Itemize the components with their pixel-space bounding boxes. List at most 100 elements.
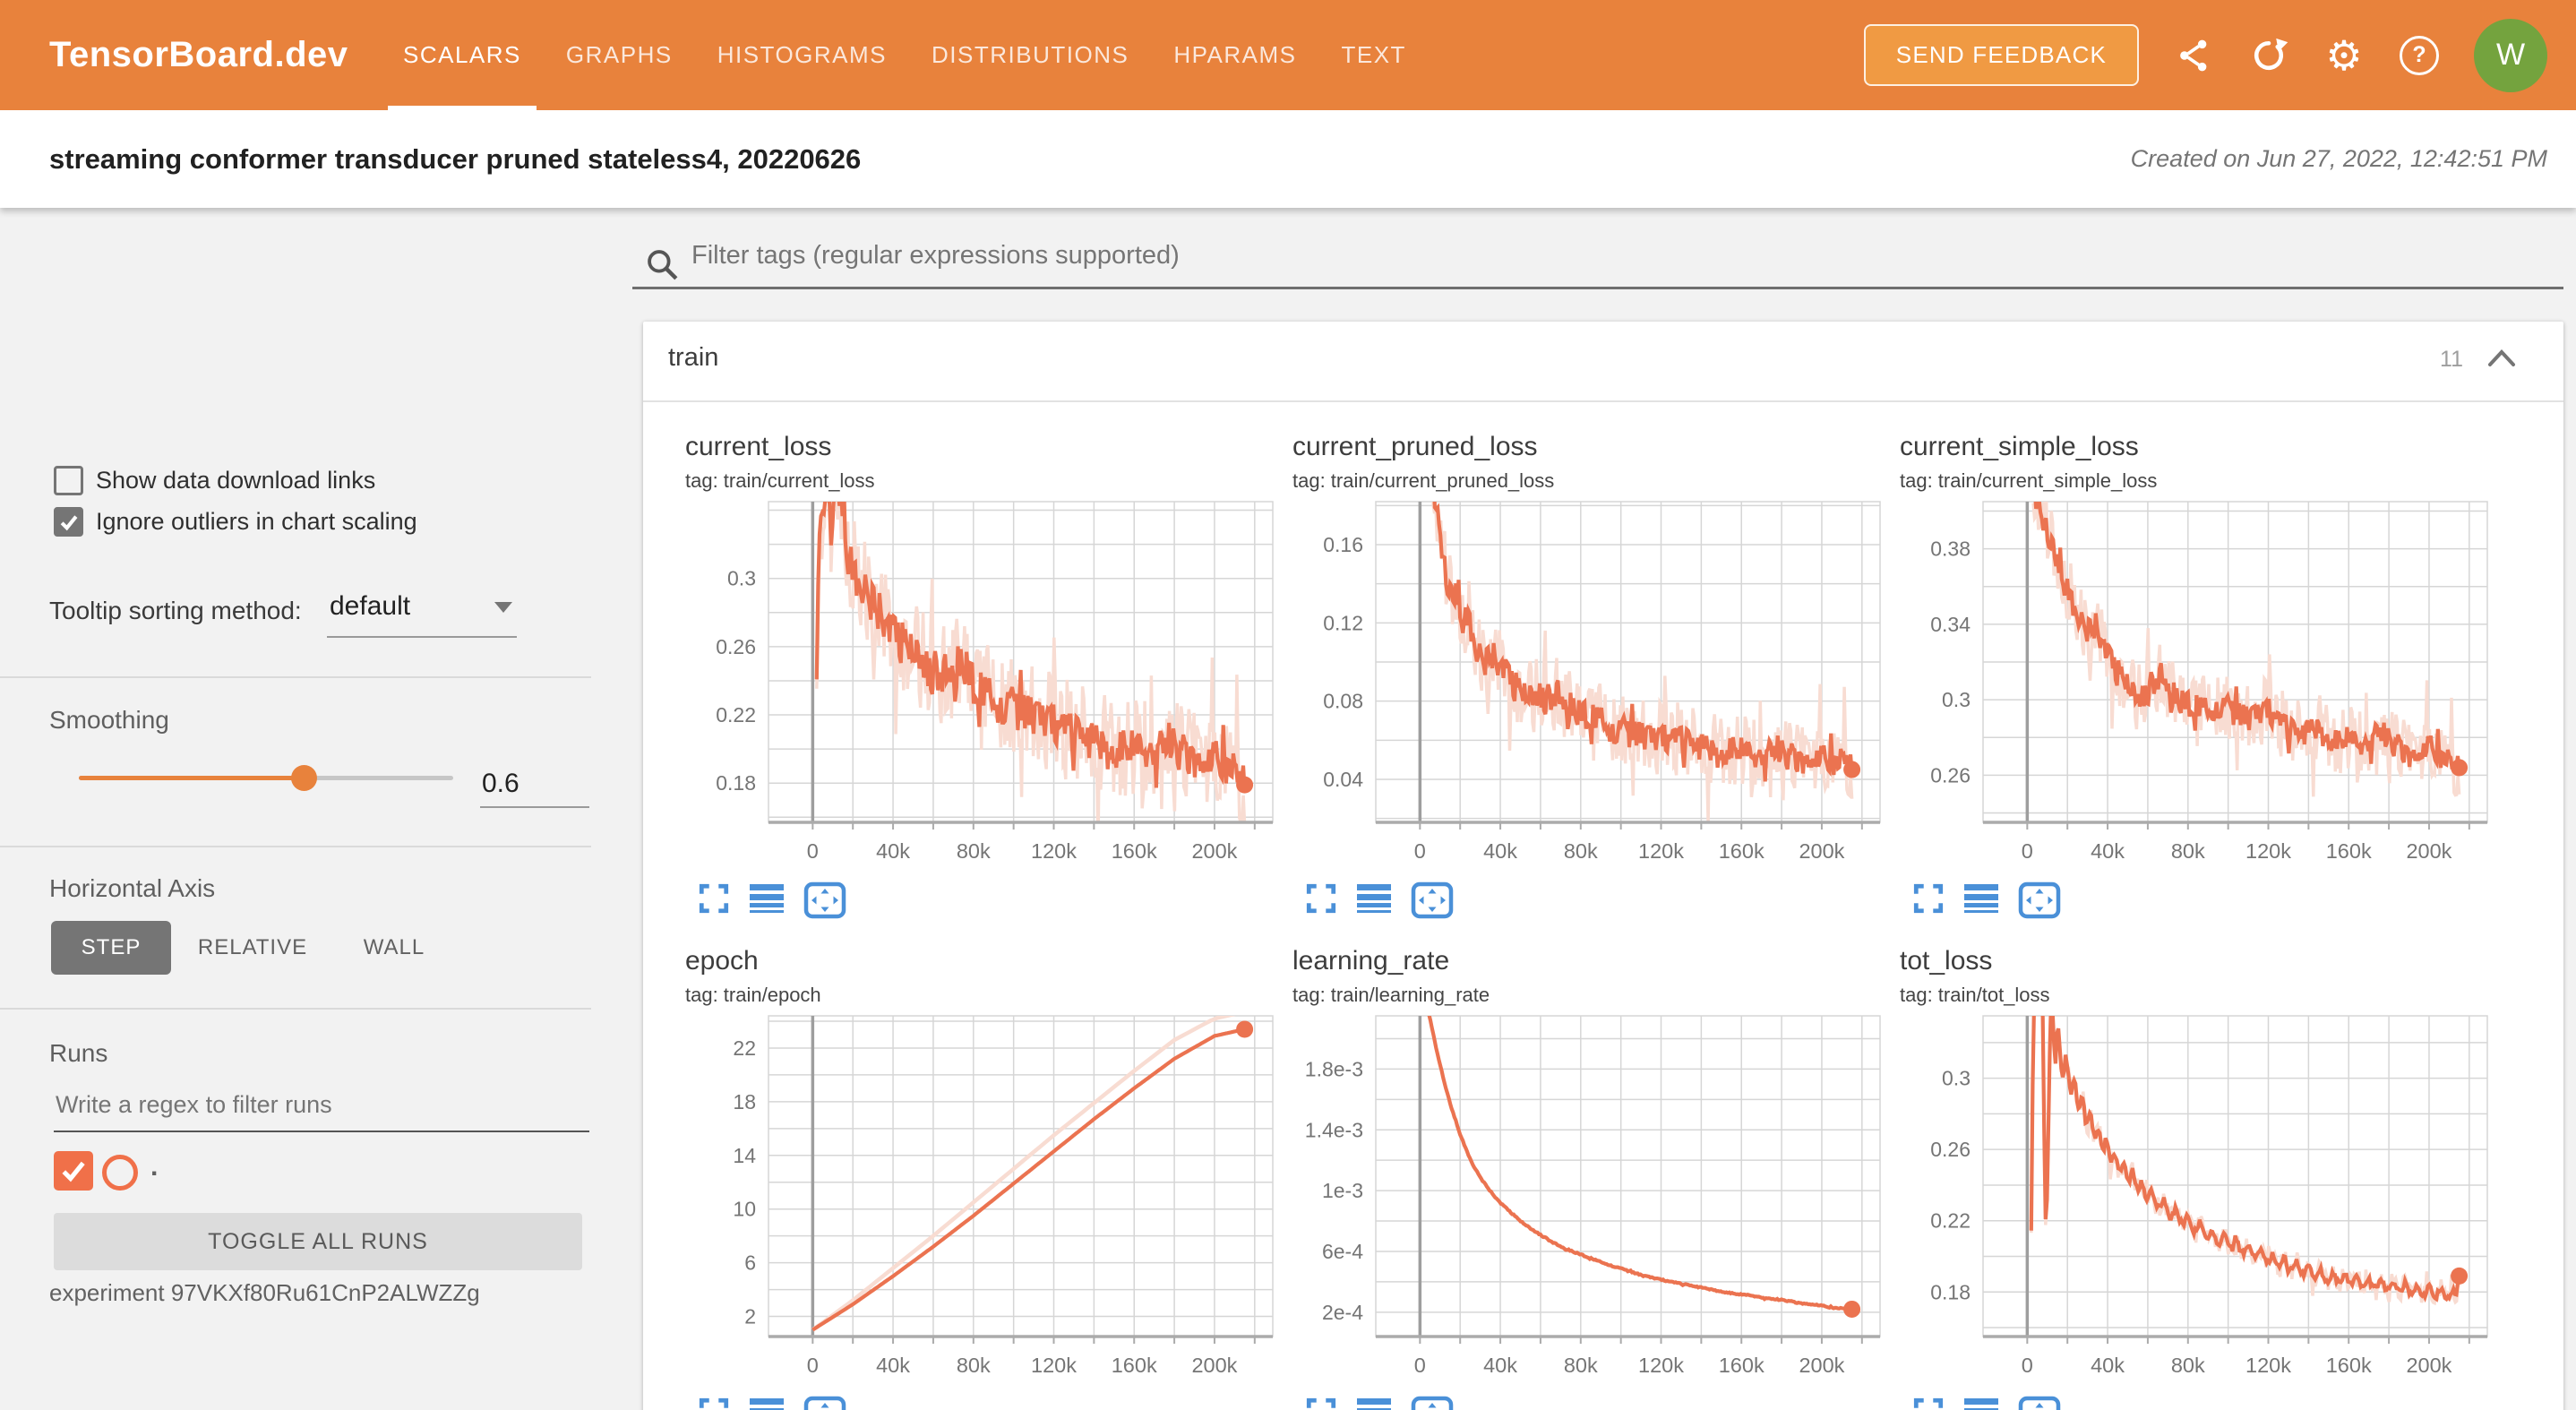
sidebar-divider (0, 676, 591, 678)
svg-text:0.38: 0.38 (1930, 537, 1971, 561)
svg-text:160k: 160k (1112, 1354, 1157, 1377)
tab-graphs[interactable]: GRAPHS (565, 41, 673, 68)
svg-text:0: 0 (807, 1354, 819, 1377)
chart-tag: tag: train/learning_rate (1292, 984, 1490, 1006)
chart-title: learning_rate (1292, 946, 1450, 976)
chart-card-epoch: epoch tag: train/epoch 0 40k 80k 120k 160k 20… (663, 935, 1281, 1410)
refresh-icon[interactable] (2248, 35, 2289, 76)
svg-text:200k: 200k (2406, 1354, 2451, 1377)
app-title[interactable]: TensorBoard.dev (49, 35, 348, 74)
tab-hparams[interactable]: HPARAMS (1173, 41, 1297, 68)
toggle-runs-list-icon[interactable] (1356, 1396, 1392, 1410)
svg-text:10: 10 (733, 1198, 756, 1221)
expand-chart-icon[interactable] (697, 1396, 731, 1410)
fit-domain-icon[interactable] (803, 881, 846, 924)
fit-domain-icon[interactable] (803, 1396, 846, 1410)
svg-text:0: 0 (1414, 1354, 1426, 1377)
help-icon[interactable]: ? (2399, 35, 2440, 76)
show-download-links-row: Show data download links (54, 466, 375, 495)
settings-sidebar: Show data download links Ignore outliers… (0, 208, 627, 1410)
tooltip-sorting-select[interactable]: default (330, 591, 519, 634)
fit-domain-icon[interactable] (1411, 881, 1454, 924)
svg-text:40k: 40k (876, 1354, 910, 1377)
fit-domain-icon[interactable] (2018, 881, 2061, 924)
svg-text:0.16: 0.16 (1323, 533, 1363, 556)
group-chart-count: 11 (2440, 347, 2463, 372)
svg-text:160k: 160k (2326, 839, 2372, 863)
fit-domain-icon[interactable] (2018, 1396, 2061, 1410)
smoothing-value[interactable]: 0.6 (482, 769, 519, 798)
run-checkbox[interactable] (54, 1151, 93, 1191)
share-icon[interactable] (2173, 35, 2214, 76)
chart-card-learning-rate: learning_rate tag: train/learning_rate 0… (1270, 935, 1888, 1410)
run-color-swatch[interactable] (102, 1155, 138, 1191)
svg-text:6e-4: 6e-4 (1322, 1240, 1363, 1263)
svg-text:40k: 40k (1483, 1354, 1517, 1377)
toggle-runs-list-icon[interactable] (749, 881, 785, 920)
fit-domain-icon[interactable] (1411, 1396, 1454, 1410)
send-feedback-button[interactable]: SEND FEEDBACK (1863, 24, 2139, 86)
tab-histograms[interactable]: HISTOGRAMS (717, 41, 888, 68)
sidebar-divider (0, 846, 591, 847)
svg-text:80k: 80k (957, 1354, 991, 1377)
filter-tags-input[interactable] (690, 240, 2216, 271)
svg-text:120k: 120k (1031, 1354, 1077, 1377)
toggle-runs-list-icon[interactable] (749, 1396, 785, 1410)
tab-text[interactable]: TEXT (1341, 41, 1406, 68)
chart-tag: tag: train/tot_loss (1900, 984, 2050, 1006)
chart-tag: tag: train/current_simple_loss (1900, 469, 2158, 492)
svg-text:18: 18 (733, 1090, 756, 1113)
svg-text:160k: 160k (1719, 1354, 1765, 1377)
tab-scalars[interactable]: SCALARS (388, 0, 537, 110)
show-download-links-label: Show data download links (96, 467, 376, 494)
chart-title: current_simple_loss (1900, 432, 2139, 461)
smoothing-slider-thumb[interactable] (290, 765, 317, 791)
chart-plot[interactable]: 0 40k 80k 120k 160k 200k 0.26 0.3 0.34 0.38 (1877, 493, 2495, 869)
show-download-links-checkbox[interactable] (54, 466, 83, 495)
axis-step-button[interactable]: STEP (51, 921, 171, 975)
toggle-runs-list-icon[interactable] (1963, 1396, 1999, 1410)
group-name[interactable]: train (668, 343, 719, 372)
chart-title: current_pruned_loss (1292, 432, 1538, 461)
chart-plot[interactable]: 0 40k 80k 120k 160k 200k 0.04 0.08 0.12 0.16 (1270, 493, 1888, 869)
chart-plot[interactable]: 0 40k 80k 120k 160k 200k 0.18 0.22 0.26 0.3 (663, 493, 1281, 869)
tab-distributions[interactable]: DISTRIBUTIONS (932, 41, 1129, 68)
expand-chart-icon[interactable] (1304, 881, 1338, 920)
svg-text:80k: 80k (2171, 839, 2205, 863)
svg-text:160k: 160k (1112, 839, 1157, 863)
tooltip-select-underline (327, 636, 517, 638)
runs-label: Runs (49, 1039, 108, 1067)
collapse-group-icon[interactable] (2486, 348, 2517, 373)
expand-chart-icon[interactable] (1304, 1396, 1338, 1410)
chart-card-current-loss: current_loss tag: train/current_loss 0 40… (663, 421, 1281, 935)
expand-chart-icon[interactable] (1911, 881, 1945, 920)
runs-regex-input[interactable] (54, 1090, 593, 1120)
svg-text:0: 0 (807, 839, 819, 863)
axis-wall-button[interactable]: WALL (363, 935, 425, 959)
smoothing-label: Smoothing (49, 706, 169, 734)
settings-gear-icon[interactable]: ⚙ (2325, 31, 2363, 79)
svg-text:1.4e-3: 1.4e-3 (1305, 1118, 1363, 1141)
svg-text:0.3: 0.3 (1942, 688, 1971, 711)
toggle-all-runs-button[interactable]: TOGGLE ALL RUNS (54, 1213, 582, 1270)
axis-relative-button[interactable]: RELATIVE (197, 935, 308, 959)
help-question-glyph: ? (2400, 35, 2439, 75)
svg-text:120k: 120k (1638, 839, 1684, 863)
ignore-outliers-checkbox[interactable] (54, 507, 83, 537)
toggle-runs-list-icon[interactable] (1356, 881, 1392, 920)
chart-plot[interactable]: 0 40k 80k 120k 160k 200k 2e-4 6e-4 1e-3 1.4e-3 1.8… (1270, 1007, 1888, 1383)
svg-text:200k: 200k (2406, 839, 2451, 863)
svg-text:1.8e-3: 1.8e-3 (1305, 1057, 1363, 1080)
svg-text:0: 0 (2022, 1354, 2033, 1377)
chart-plot[interactable]: 0 40k 80k 120k 160k 200k 2 6 10 14 18 22 (663, 1007, 1281, 1383)
svg-text:120k: 120k (1031, 839, 1077, 863)
expand-chart-icon[interactable] (1911, 1396, 1945, 1410)
expand-chart-icon[interactable] (697, 881, 731, 920)
toggle-runs-list-icon[interactable] (1963, 881, 1999, 920)
avatar[interactable]: W (2474, 18, 2547, 92)
svg-text:120k: 120k (1638, 1354, 1684, 1377)
chart-toolbar (1877, 881, 2495, 921)
chart-plot[interactable]: 0 40k 80k 120k 160k 200k 0.18 0.22 0.26 0.3 (1877, 1007, 2495, 1383)
chevron-down-icon (494, 602, 512, 613)
